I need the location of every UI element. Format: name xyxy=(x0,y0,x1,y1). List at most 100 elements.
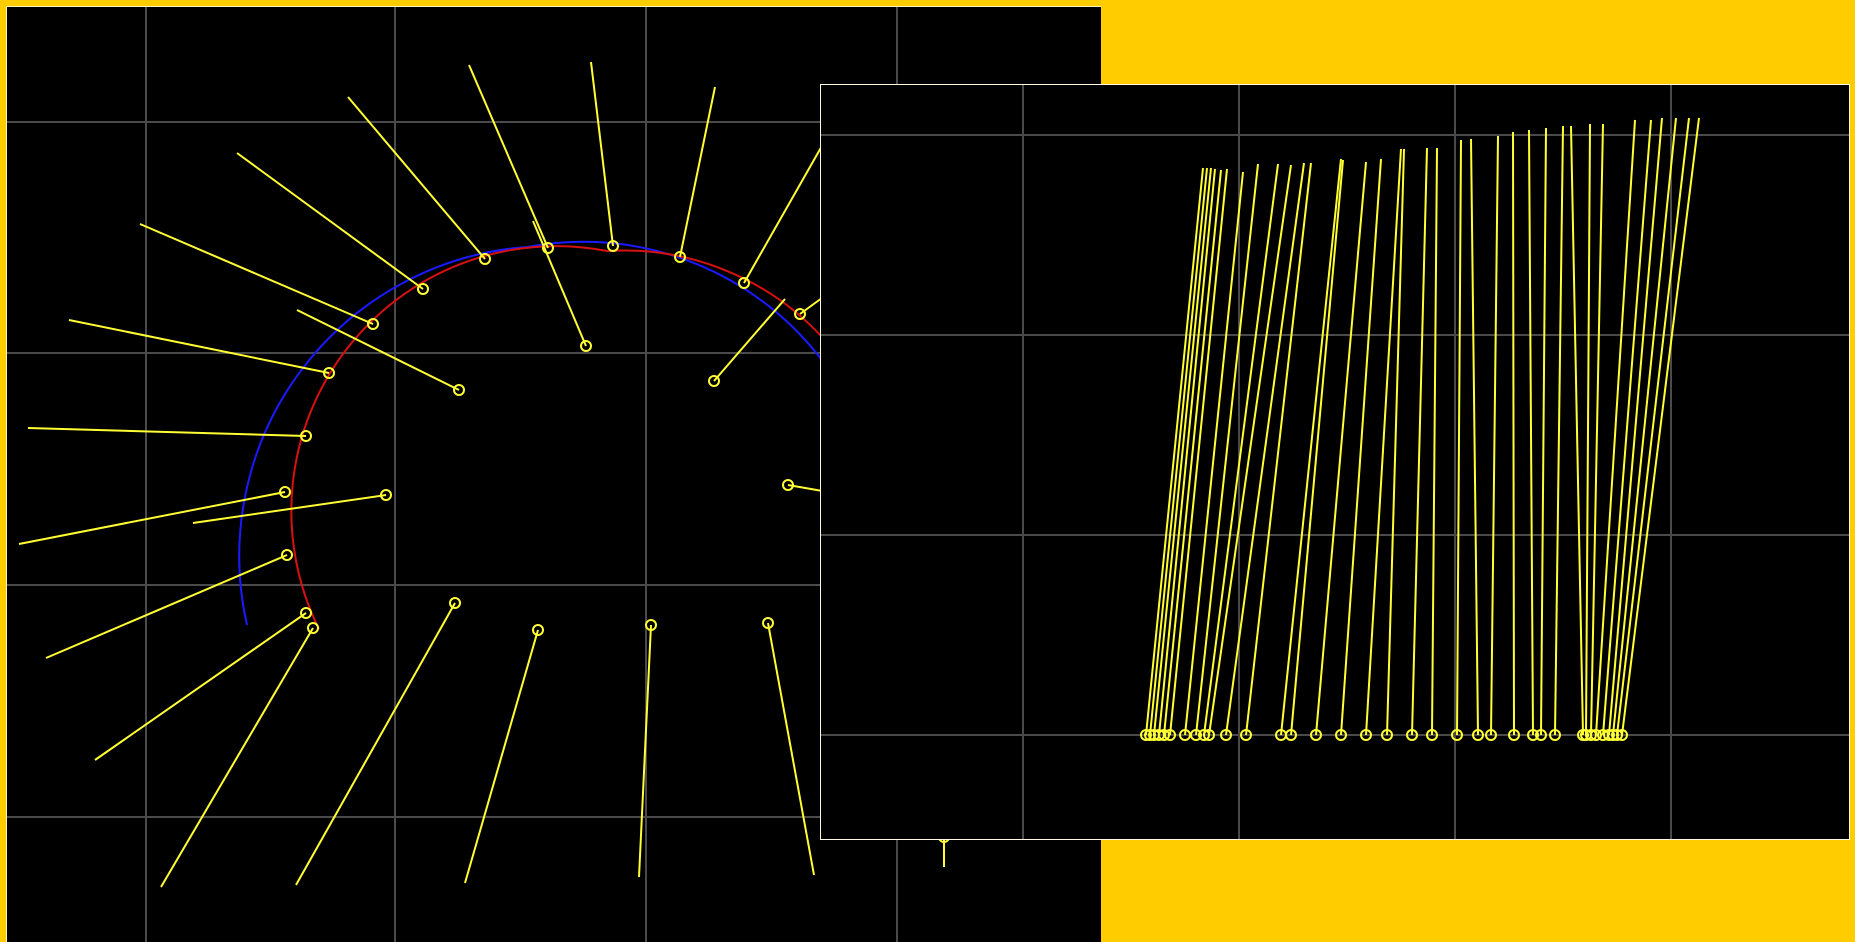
ray-line xyxy=(1540,127,1547,736)
right-viewport-rectified[interactable] xyxy=(820,84,1850,840)
ray-base-marker xyxy=(1220,729,1232,741)
ray-line xyxy=(1386,148,1405,736)
outer-arc-curve xyxy=(238,240,828,626)
ray-base-marker xyxy=(1310,729,1322,741)
ray-base-marker xyxy=(1335,729,1347,741)
ray-line xyxy=(160,627,314,888)
ray-line xyxy=(468,64,549,249)
ray-line xyxy=(1245,162,1312,736)
ray-line xyxy=(1602,119,1652,736)
ray-base-marker xyxy=(1527,729,1539,741)
ray-endpoint-marker xyxy=(449,597,461,609)
ray-base-marker xyxy=(1616,729,1628,741)
ray-line xyxy=(1158,168,1216,736)
ray-base-marker xyxy=(1485,729,1497,741)
ray-endpoint-marker xyxy=(300,607,312,619)
ray-endpoint-marker xyxy=(281,549,293,561)
ray-base-marker xyxy=(1203,729,1215,741)
ray-line xyxy=(1456,139,1462,736)
ray-endpoint-marker xyxy=(580,340,592,352)
ray-endpoint-marker xyxy=(762,617,774,629)
ray-line xyxy=(347,96,486,260)
ray-base-marker xyxy=(1360,729,1372,741)
ray-line xyxy=(45,554,288,659)
ray-base-marker xyxy=(1472,729,1484,741)
ray-base-marker xyxy=(1164,729,1176,741)
ray-line xyxy=(679,86,716,258)
ray-endpoint-marker xyxy=(367,318,379,330)
ray-endpoint-marker xyxy=(542,242,554,254)
ray-endpoint-marker xyxy=(794,308,806,320)
ray-line xyxy=(1365,148,1402,736)
ray-line xyxy=(1595,119,1636,736)
ray-line xyxy=(1470,138,1479,736)
ray-line xyxy=(18,491,286,545)
ray-line xyxy=(1153,167,1212,736)
ray-line xyxy=(1585,123,1591,736)
ray-line xyxy=(1621,117,1700,736)
ray-endpoint-marker xyxy=(738,277,750,289)
ray-endpoint-marker xyxy=(453,384,465,396)
ray-base-marker xyxy=(1285,729,1297,741)
ray-line xyxy=(1169,168,1228,736)
ray-endpoint-marker xyxy=(323,367,335,379)
ray-base-marker xyxy=(1190,729,1202,741)
ray-line xyxy=(743,136,828,284)
ray-endpoint-marker xyxy=(380,489,392,501)
ray-base-marker xyxy=(1549,729,1561,741)
ray-line xyxy=(1163,169,1222,736)
ray-line xyxy=(94,612,307,761)
ray-line xyxy=(236,152,424,290)
ray-line xyxy=(1554,125,1564,736)
ray-line xyxy=(1195,163,1259,736)
ray-line xyxy=(1490,135,1499,736)
ray-line xyxy=(1411,147,1428,736)
ray-base-marker xyxy=(1240,729,1252,741)
ray-endpoint-marker xyxy=(479,253,491,265)
ray-endpoint-marker xyxy=(674,251,686,263)
ray-line xyxy=(1203,163,1279,736)
ray-base-marker xyxy=(1451,729,1463,741)
ray-line xyxy=(27,427,307,437)
ray-line xyxy=(1208,164,1292,736)
rectified-ray-canvas xyxy=(821,85,1849,839)
ray-line xyxy=(296,309,460,391)
ray-line xyxy=(713,298,786,382)
ray-endpoint-marker xyxy=(532,624,544,636)
ray-base-marker xyxy=(1590,729,1602,741)
ray-line xyxy=(1608,117,1663,736)
ray-base-marker xyxy=(1426,729,1438,741)
ray-line xyxy=(638,624,652,878)
ray-line xyxy=(1431,147,1438,736)
ray-line xyxy=(295,602,456,886)
ray-endpoint-marker xyxy=(645,619,657,631)
ray-line xyxy=(1612,117,1677,736)
ray-line xyxy=(1290,159,1344,736)
ray-line xyxy=(1340,158,1382,736)
ray-line xyxy=(767,622,815,876)
polar-ray-canvas xyxy=(7,7,1101,942)
ray-endpoint-marker xyxy=(307,622,319,634)
ray-line xyxy=(1184,171,1244,736)
ray-line xyxy=(532,220,587,347)
ray-endpoint-marker xyxy=(708,375,720,387)
ray-line xyxy=(1512,131,1515,736)
ray-line xyxy=(590,61,614,247)
ray-endpoint-marker xyxy=(300,430,312,442)
ray-base-marker xyxy=(1535,729,1547,741)
ray-line xyxy=(1315,161,1367,736)
ray-line xyxy=(1528,129,1534,736)
ray-line xyxy=(139,223,374,325)
ray-base-marker xyxy=(1381,729,1393,741)
ray-endpoint-marker xyxy=(782,479,794,491)
ray-line xyxy=(192,494,387,524)
ray-line xyxy=(1145,167,1204,736)
ray-endpoint-marker xyxy=(279,486,291,498)
ray-line xyxy=(1149,167,1208,736)
ray-base-marker xyxy=(1508,729,1520,741)
inner-arc-curve xyxy=(290,245,823,630)
ray-line xyxy=(1570,125,1584,736)
ray-line xyxy=(1280,158,1342,736)
ray-line xyxy=(1590,123,1604,736)
ray-endpoint-marker xyxy=(607,240,619,252)
